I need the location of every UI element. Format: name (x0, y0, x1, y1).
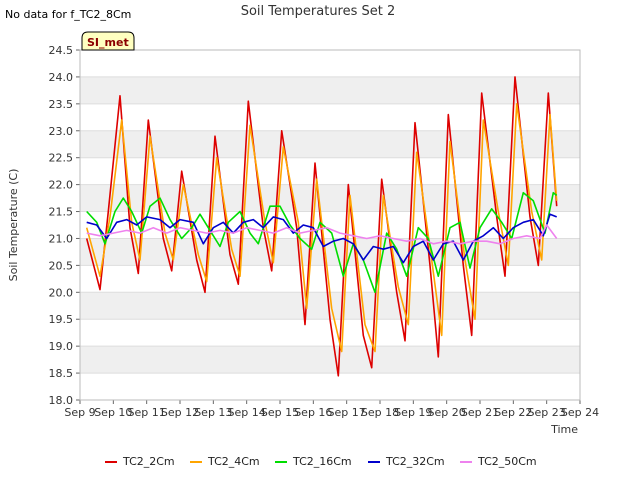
x-tick-label: Sep 9 (64, 406, 95, 419)
x-tick-label: Sep 20 (428, 406, 466, 419)
y-tick-label: 18.5 (49, 367, 74, 380)
x-tick-label: Sep 22 (494, 406, 532, 419)
x-tick-label: Sep 18 (361, 406, 399, 419)
y-axis-label: Soil Temperature (C) (7, 169, 20, 282)
legend: TC2_2Cm TC2_4Cm TC2_16Cm TC2_32Cm TC2_50Cm (105, 455, 537, 468)
y-tick-label: 19.5 (49, 313, 74, 326)
chart-title: Soil Temperatures Set 2 (241, 4, 396, 19)
x-tick-label: Sep 10 (94, 406, 132, 419)
series-line-tc2-50cm (86, 224, 558, 245)
x-tick-label: Sep 19 (394, 406, 432, 419)
series-line-tc2-32cm (86, 213, 557, 264)
legend-item-tc2-32cm: TC2_32Cm (368, 455, 445, 468)
legend-label: TC2_2Cm (122, 455, 175, 468)
legend-item-tc2-50cm: TC2_50Cm (460, 455, 537, 468)
x-tick-label: Sep 15 (261, 406, 299, 419)
x-tick-label: Sep 13 (194, 406, 232, 419)
background-band (80, 346, 580, 374)
series-line-tc2-2cm (85, 76, 558, 377)
legend-label: TC2_50Cm (477, 455, 537, 468)
y-tick-label: 19.0 (49, 340, 74, 353)
x-tick-label: Sep 11 (128, 406, 166, 419)
x-tick-label: Sep 17 (328, 406, 366, 419)
y-tick-label: 18.0 (49, 394, 74, 407)
x-tick-label: Sep 14 (228, 406, 266, 419)
y-tick-label: 23.5 (49, 98, 74, 111)
series-line-tc2-16cm (86, 191, 558, 294)
legend-item-tc2-4cm: TC2_4Cm (190, 455, 260, 468)
x-tick-label: Sep 24 (561, 406, 599, 419)
badge-label: SI_met (87, 36, 129, 49)
background-band (80, 76, 580, 104)
x-tick-label: Sep 21 (461, 406, 499, 419)
y-tick-label: 24.0 (49, 71, 74, 84)
y-tick-label: 21.0 (49, 232, 74, 245)
y-tick-labels: 18.0 18.5 19.0 19.5 20.0 20.5 21.0 21.5 22.0 22.5… (49, 44, 74, 407)
background-band (80, 184, 580, 212)
x-tick-label: Sep 16 (294, 406, 332, 419)
series-lines (85, 76, 558, 377)
y-tick-label: 20.0 (49, 286, 74, 299)
y-tick-label: 23.0 (49, 125, 74, 138)
legend-label: TC2_16Cm (292, 455, 352, 468)
background-band (80, 130, 580, 158)
x-axis-label: Time (550, 423, 578, 436)
axes (76, 49, 581, 404)
y-tick-label: 20.5 (49, 259, 74, 272)
legend-label: TC2_32Cm (385, 455, 445, 468)
plot-background (80, 50, 580, 400)
x-tick-label: Sep 12 (161, 406, 199, 419)
site-badge: SI_met (81, 31, 135, 51)
series-line-tc2-4cm (85, 103, 558, 353)
legend-item-tc2-16cm: TC2_16Cm (275, 455, 352, 468)
y-tick-label: 21.5 (49, 206, 74, 219)
legend-item-tc2-2cm: TC2_2Cm (105, 455, 175, 468)
y-tick-label: 22.0 (49, 179, 74, 192)
x-tick-label: Sep 23 (528, 406, 566, 419)
legend-label: TC2_4Cm (207, 455, 260, 468)
no-data-note: No data for f_TC2_8Cm (5, 8, 131, 21)
plot-frame (79, 49, 581, 401)
y-tick-label: 22.5 (49, 152, 74, 165)
y-tick-label: 24.5 (49, 44, 74, 57)
